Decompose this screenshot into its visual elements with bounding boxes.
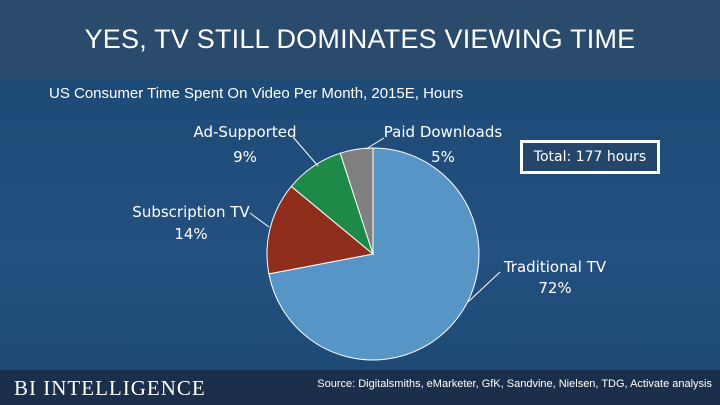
slice-name-label: Subscription TV bbox=[132, 203, 250, 221]
source-note: Source: Digitalsmiths, eMarketer, GfK, S… bbox=[317, 378, 712, 390]
leader-line bbox=[467, 271, 501, 303]
pie-slice-paid-downloads bbox=[339, 147, 374, 255]
leader-line bbox=[249, 212, 270, 228]
pie-slice-traditional-tv bbox=[268, 147, 480, 361]
total-annotation: Total: 177 hours bbox=[523, 143, 657, 171]
slice-value-label: 9% bbox=[233, 148, 257, 166]
slice-value-label: 5% bbox=[431, 148, 455, 166]
leader-line bbox=[365, 137, 385, 150]
slice-name-label: Paid Downloads bbox=[384, 123, 503, 141]
pie-slice-subscription-tv bbox=[266, 185, 375, 275]
total-annotation-box: Total: 177 hours bbox=[520, 140, 660, 174]
footer-bar bbox=[0, 370, 720, 405]
slice-value-label: 72% bbox=[538, 279, 571, 297]
page-title: YES, TV STILL DOMINATES VIEWING TIME bbox=[84, 24, 636, 54]
chart-title: US Consumer Time Spent On Video Per Mont… bbox=[49, 85, 464, 102]
slice-name-label: Traditional TV bbox=[503, 258, 607, 276]
leader-line bbox=[292, 136, 319, 167]
bi-intelligence-logo: BI INTELLIGENCE bbox=[14, 376, 206, 400]
slice-name-label: Ad-Supported bbox=[194, 123, 297, 141]
slice-value-label: 14% bbox=[174, 225, 207, 243]
title-bar bbox=[0, 0, 720, 80]
